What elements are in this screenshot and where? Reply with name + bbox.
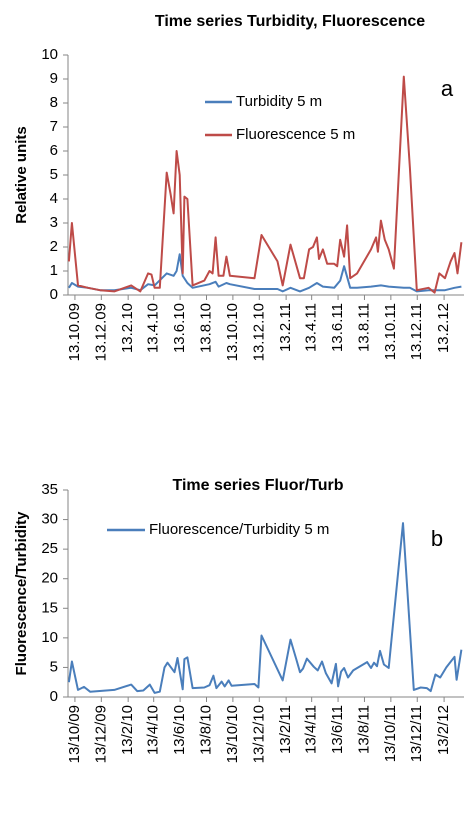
y-tick-label: 6 — [50, 142, 58, 159]
data-line — [67, 522, 463, 694]
x-tick-label: 13.4.11 — [303, 303, 320, 352]
y-tick-label: 8 — [50, 94, 58, 111]
y-tick-label: 4 — [50, 190, 58, 207]
x-tick-label: 13/8/10 — [197, 705, 214, 755]
y-tick-label: 5 — [50, 658, 58, 675]
y-tick-label: 2 — [50, 238, 58, 255]
x-tick-label: 13.8.11 — [355, 303, 372, 352]
x-tick-label: 13.12.10 — [250, 303, 267, 361]
x-tick-label: 13.12.09 — [92, 303, 109, 361]
y-tick-label: 5 — [50, 166, 58, 183]
y-tick-label: 3 — [50, 214, 58, 231]
x-tick-label: 13/10/11 — [382, 705, 399, 762]
x-tick-label: 13/4/10 — [145, 705, 162, 755]
x-tick-label: 13.2.10 — [119, 303, 136, 353]
chart-title: Time series Turbidity, Fluorescence — [155, 13, 425, 30]
chart-title: Time series Fluor/Turb — [172, 477, 343, 494]
x-tick-label: 13/12/11 — [408, 705, 425, 762]
x-tick-label: 13/10/10 — [224, 705, 241, 763]
y-tick-label: 25 — [41, 540, 58, 557]
legend-label: Fluorescence 5 m — [236, 126, 355, 143]
y-axis-label: Fluorescence/Turbidity — [13, 511, 30, 676]
y-tick-label: 9 — [50, 70, 58, 87]
x-tick-label: 13.6.10 — [171, 303, 188, 353]
x-tick-label: 13/10/09 — [66, 705, 83, 763]
x-tick-label: 13/12/10 — [250, 705, 267, 763]
x-tick-label: 13.10.11 — [382, 303, 399, 360]
data-line — [67, 75, 463, 294]
x-tick-label: 13/2/10 — [119, 705, 136, 755]
x-tick-label: 13/2/12 — [435, 705, 452, 755]
y-axis-label: Relative units — [13, 126, 30, 224]
y-tick-label: 0 — [50, 688, 58, 705]
panel-label: a — [441, 76, 454, 101]
y-tick-label: 7 — [50, 118, 58, 135]
x-tick-label: 13/4/11 — [303, 705, 320, 754]
y-tick-label: 35 — [41, 481, 58, 498]
x-tick-label: 13.8.10 — [197, 303, 214, 353]
y-tick-label: 10 — [41, 629, 58, 646]
data-line — [68, 253, 462, 293]
x-tick-label: 13.2.12 — [435, 303, 452, 353]
x-tick-label: 13.10.10 — [224, 303, 241, 361]
x-tick-label: 13/6/10 — [171, 705, 188, 755]
x-tick-label: 13/8/11 — [355, 705, 372, 754]
y-tick-label: 20 — [41, 570, 58, 587]
x-tick-label: 13.12.11 — [408, 303, 425, 360]
legend-label: Fluorescence/Turbidity 5 m — [149, 521, 329, 538]
legend-label: Turbidity 5 m — [236, 93, 322, 110]
x-tick-label: 13/2/11 — [277, 705, 294, 754]
y-tick-label: 10 — [41, 46, 58, 63]
x-tick-label: 13.2.11 — [277, 303, 294, 352]
x-tick-label: 13.6.11 — [329, 303, 346, 352]
x-tick-label: 13.4.10 — [145, 303, 162, 353]
panel-label: b — [431, 526, 443, 551]
x-tick-label: 13/12/09 — [92, 705, 109, 763]
x-tick-label: 13/6/11 — [329, 705, 346, 754]
x-tick-label: 13.10.09 — [66, 303, 83, 361]
y-tick-label: 15 — [41, 599, 58, 616]
y-tick-label: 0 — [50, 286, 58, 303]
y-tick-label: 1 — [50, 262, 58, 279]
y-tick-label: 30 — [41, 511, 58, 528]
